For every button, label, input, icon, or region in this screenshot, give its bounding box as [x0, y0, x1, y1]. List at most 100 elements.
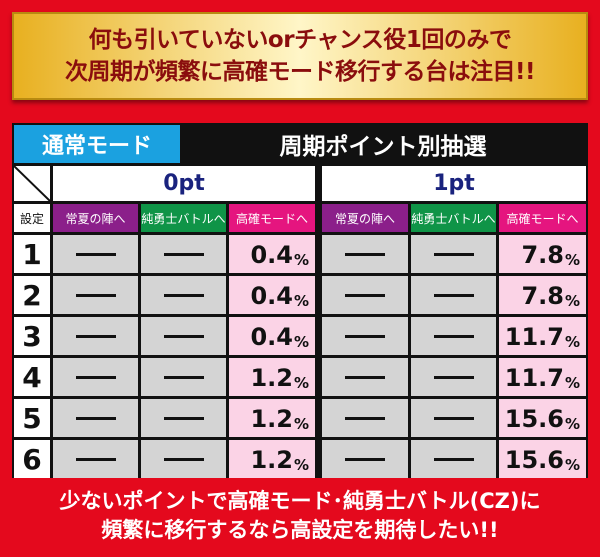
setting-number: 3	[14, 317, 50, 355]
rate-unit: %	[293, 415, 309, 433]
high-prob-mode-rate: 7.8%	[499, 235, 586, 273]
empty-dash-cell	[322, 440, 408, 478]
empty-dash-cell	[411, 440, 496, 478]
dash-mark	[345, 416, 385, 420]
rate-value: 0.4	[250, 323, 293, 351]
empty-dash-cell	[322, 317, 408, 355]
dash-mark	[345, 252, 385, 256]
rate-unit: %	[293, 251, 309, 269]
high-prob-mode-rate: 15.6%	[499, 399, 586, 437]
setting-number: 4	[14, 358, 50, 396]
high-prob-mode-rate: 15.6%	[499, 440, 586, 478]
dash-mark	[75, 334, 116, 338]
empty-dash-cell	[141, 276, 226, 314]
high-prob-mode-rate: 11.7%	[499, 317, 586, 355]
empty-dash-cell	[141, 235, 226, 273]
setting-number: 6	[14, 440, 50, 478]
empty-dash-cell	[411, 317, 496, 355]
diagonal-corner-cell	[14, 166, 50, 201]
high-prob-mode-rate: 1.2%	[229, 358, 315, 396]
rate-unit: %	[564, 333, 580, 351]
subheader-0pt-1: 純勇士バトルへ	[141, 204, 226, 232]
empty-dash-cell	[141, 358, 226, 396]
empty-dash-cell	[141, 399, 226, 437]
rate-unit: %	[293, 333, 309, 351]
dash-mark	[75, 457, 116, 461]
subheader-0pt-0: 常夏の陣へ	[53, 204, 138, 232]
rate-value: 7.8	[521, 282, 564, 310]
empty-dash-cell	[53, 276, 138, 314]
dash-mark	[345, 293, 385, 297]
subheader-1pt-1: 純勇士バトルへ	[411, 204, 496, 232]
setting-number: 2	[14, 276, 50, 314]
dash-mark	[433, 293, 474, 297]
empty-dash-cell	[411, 276, 496, 314]
empty-dash-cell	[53, 235, 138, 273]
subheader-1pt-2: 高確モードへ	[499, 204, 586, 232]
empty-dash-cell	[53, 399, 138, 437]
empty-dash-cell	[322, 358, 408, 396]
dash-mark	[163, 252, 204, 256]
high-prob-mode-rate: 0.4%	[229, 317, 315, 355]
dash-mark	[75, 293, 116, 297]
dash-mark	[345, 457, 385, 461]
mode-label: 通常モード	[14, 125, 180, 163]
empty-dash-cell	[411, 399, 496, 437]
rate-unit: %	[564, 251, 580, 269]
rate-value: 11.7	[504, 323, 564, 351]
headline-line-1: 何も引いていないorチャンス役1回のみで	[88, 27, 512, 53]
subheader-1pt-0: 常夏の陣へ	[322, 204, 408, 232]
rate-value: 0.4	[250, 282, 293, 310]
dash-mark	[345, 334, 385, 338]
rate-value: 11.7	[504, 364, 564, 392]
dash-mark	[75, 375, 116, 379]
high-prob-mode-rate: 1.2%	[229, 399, 315, 437]
footer-line-2: 頻繁に移行するなら高設定を期待したい!!	[101, 518, 499, 542]
subheader-0pt-2: 高確モードへ	[229, 204, 315, 232]
rate-unit: %	[564, 456, 580, 474]
dash-mark	[163, 293, 204, 297]
dash-mark	[433, 252, 474, 256]
empty-dash-cell	[53, 358, 138, 396]
footer-text: 少ないポイントで高確モード･純勇士バトル(CZ)に 頻繁に移行するなら高設定を期…	[0, 487, 600, 545]
high-prob-mode-rate: 0.4%	[229, 276, 315, 314]
rate-value: 1.2	[250, 446, 293, 474]
probability-table: 通常モード 周期ポイント別抽選 0pt 1pt 設定 常夏の陣へ 純勇士バトルへ高…	[12, 123, 588, 478]
rate-unit: %	[293, 456, 309, 474]
rate-value: 1.2	[250, 364, 293, 392]
dash-mark	[345, 375, 385, 379]
rate-unit: %	[564, 292, 580, 310]
setting-header: 設定	[14, 204, 50, 232]
dash-mark	[163, 416, 204, 420]
rate-value: 7.8	[521, 241, 564, 269]
rate-value: 15.6	[504, 446, 564, 474]
dash-mark	[163, 375, 204, 379]
dash-mark	[433, 334, 474, 338]
dash-mark	[433, 457, 474, 461]
dash-mark	[433, 416, 474, 420]
empty-dash-cell	[322, 276, 408, 314]
rate-unit: %	[293, 374, 309, 392]
empty-dash-cell	[411, 235, 496, 273]
footer-line-1: 少ないポイントで高確モード･純勇士バトル(CZ)に	[59, 489, 541, 513]
empty-dash-cell	[141, 440, 226, 478]
high-prob-mode-rate: 11.7%	[499, 358, 586, 396]
rate-value: 15.6	[504, 405, 564, 433]
empty-dash-cell	[322, 399, 408, 437]
rate-value: 0.4	[250, 241, 293, 269]
rate-unit: %	[564, 415, 580, 433]
setting-number: 5	[14, 399, 50, 437]
empty-dash-cell	[53, 317, 138, 355]
high-prob-mode-rate: 1.2%	[229, 440, 315, 478]
rate-unit: %	[564, 374, 580, 392]
headline-banner: 何も引いていないorチャンス役1回のみで 次周期が頻繁に高確モード移行する台は注…	[12, 12, 588, 100]
high-prob-mode-rate: 7.8%	[499, 276, 586, 314]
dash-mark	[433, 375, 474, 379]
headline-line-2: 次周期が頻繁に高確モード移行する台は注目!!	[65, 59, 535, 85]
table-title: 周期ポイント別抽選	[279, 134, 487, 160]
setting-number: 1	[14, 235, 50, 273]
empty-dash-cell	[322, 235, 408, 273]
dash-mark	[75, 416, 116, 420]
high-prob-mode-rate: 0.4%	[229, 235, 315, 273]
rate-value: 1.2	[250, 405, 293, 433]
